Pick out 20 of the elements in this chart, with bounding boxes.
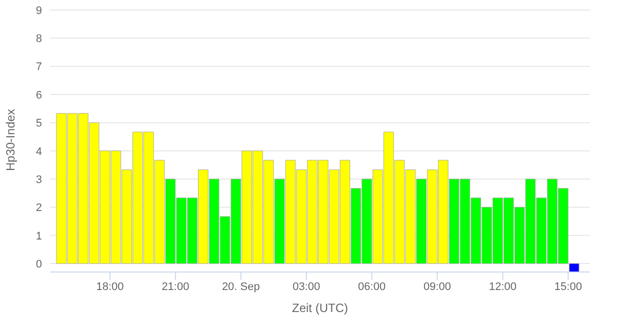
y-tick-label: 8 [36, 33, 42, 46]
x-tick-label: 21:00 [162, 280, 190, 293]
x-tick-label: 18:00 [96, 280, 124, 293]
y-tick-label: 7 [36, 61, 42, 74]
y-tick-label: 2 [36, 202, 42, 214]
x-tick-label: 03:00 [292, 280, 320, 293]
x-tick-label: 15:00 [554, 280, 582, 293]
y-tick-label: 3 [36, 174, 42, 186]
x-tick-label: 20. Sep [222, 280, 260, 293]
y-tick-label: 4 [36, 146, 42, 158]
x-tick-label: 06:00 [358, 280, 386, 293]
y-tick-label: 9 [36, 4, 42, 17]
y-tick-label: 1 [36, 230, 42, 242]
y-axis-title: Hp30-Index [3, 108, 18, 171]
y-tick-label: 6 [36, 89, 42, 102]
x-tick-label: 12:00 [488, 280, 516, 293]
y-tick-label: 0 [36, 258, 42, 270]
x-axis-title: Zeit (UTC) [292, 301, 348, 315]
x-tick-label: 09:00 [424, 280, 452, 293]
y-tick-label: 5 [36, 118, 42, 130]
